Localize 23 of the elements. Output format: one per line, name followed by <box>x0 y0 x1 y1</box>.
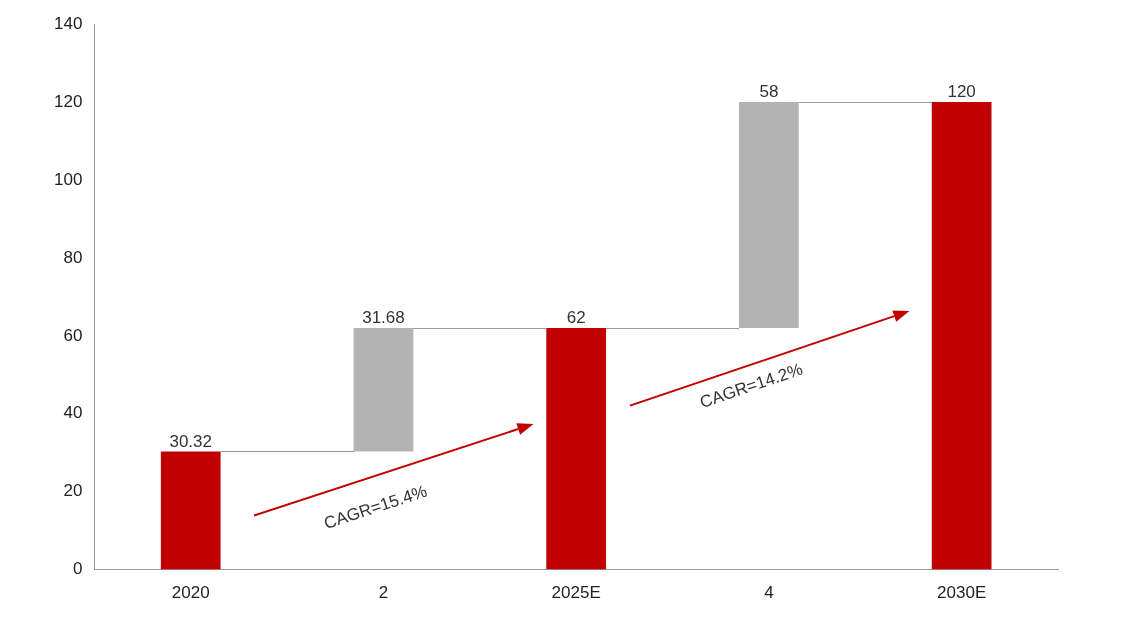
x-tick-label: 4 <box>764 583 774 603</box>
bar <box>931 102 992 570</box>
data-label: 31.68 <box>362 308 405 328</box>
bar <box>353 328 414 452</box>
y-tick-label: 100 <box>53 169 83 189</box>
data-label: 120 <box>947 82 976 102</box>
x-tick-label: 2030E <box>937 583 987 603</box>
data-label: 30.32 <box>169 431 212 451</box>
y-tick-label: 80 <box>63 247 83 267</box>
y-tick-label: 140 <box>53 13 83 33</box>
x-tick-label: 2 <box>378 583 389 603</box>
bar <box>546 328 607 570</box>
y-tick-label: 120 <box>53 91 83 111</box>
y-tick-label: 60 <box>63 325 83 345</box>
bar <box>160 451 221 570</box>
data-label: 58 <box>759 82 779 102</box>
bar <box>739 102 799 329</box>
x-tick-label: 2020 <box>171 583 210 603</box>
y-tick-label: 0 <box>72 559 83 579</box>
y-tick-label: 20 <box>63 481 83 501</box>
data-label: 62 <box>566 308 586 328</box>
y-tick-label: 40 <box>63 403 83 423</box>
x-tick-label: 2025E <box>551 583 601 603</box>
